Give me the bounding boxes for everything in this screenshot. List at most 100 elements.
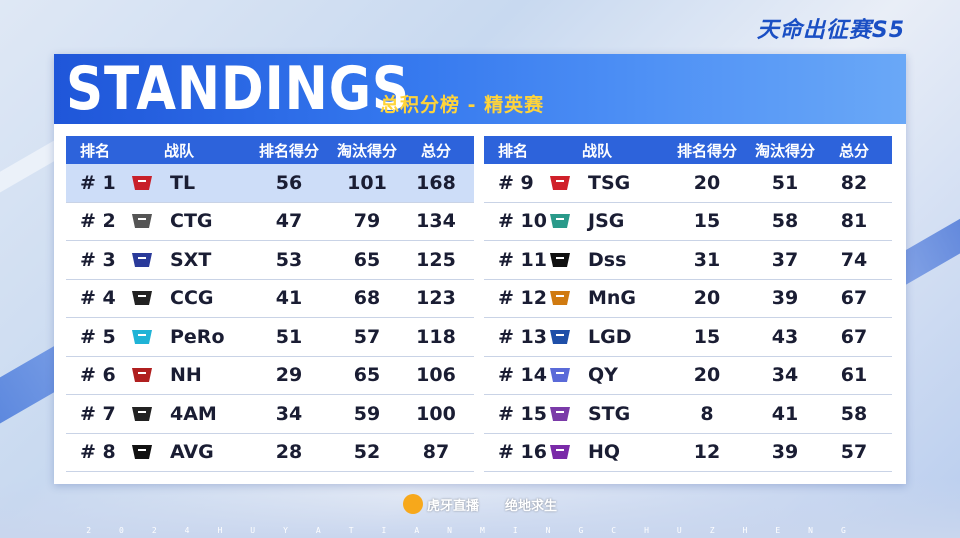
total-cell: 100: [416, 402, 456, 425]
team-cell: CCG: [170, 287, 214, 310]
pubg-logo: 绝地求生: [505, 498, 558, 514]
total-cell: 81: [840, 210, 868, 233]
team-cell: NH: [170, 364, 202, 387]
page-title: STANDINGS: [66, 54, 410, 124]
placement-cell: 53: [275, 248, 303, 271]
total-cell: 123: [416, 287, 456, 310]
pero-logo-icon: [128, 326, 156, 348]
placement-cell: 34: [275, 402, 303, 425]
placement-cell: 20: [693, 171, 721, 194]
avg-logo-icon: [128, 441, 156, 463]
table-row: # 3 SXT 53 65 125: [66, 241, 474, 280]
huya-icon: [402, 494, 423, 514]
team-cell: LGD: [588, 325, 632, 348]
total-cell: 106: [416, 364, 456, 387]
rank-cell: # 15: [498, 402, 547, 425]
elims-cell: 79: [353, 210, 381, 233]
total-cell: 67: [840, 325, 868, 348]
team-cell: 4AM: [170, 402, 217, 425]
elims-cell: 41: [771, 402, 799, 425]
total-cell: 61: [840, 364, 868, 387]
table-header: 排名 战队 排名得分 淘汰得分 总分: [484, 136, 892, 164]
table-row: # 16 HQ 12 39 57: [484, 434, 892, 472]
col-elims-header: 淘汰得分: [754, 141, 815, 160]
team-cell: Dss: [588, 248, 627, 271]
placement-cell: 47: [275, 210, 303, 233]
rank-cell: # 4: [80, 287, 116, 310]
col-placement-header: 排名得分: [258, 141, 319, 160]
col-team-header: 战队: [582, 141, 613, 160]
qy-logo-icon: [546, 364, 574, 386]
ctg-logo-icon: [128, 210, 156, 232]
placement-cell: 15: [693, 210, 721, 233]
rank-cell: # 3: [80, 248, 116, 271]
table-row: # 4 CCG 41 68 123: [66, 280, 474, 318]
placement-cell: 28: [275, 441, 303, 464]
placement-cell: 15: [693, 325, 721, 348]
page-subtitle: 总积分榜 - 精英赛: [380, 94, 545, 116]
rank-cell: # 16: [498, 441, 547, 464]
total-cell: 125: [416, 248, 456, 271]
elims-cell: 39: [771, 287, 799, 310]
team-cell: SXT: [170, 248, 212, 271]
table-row: # 12 MnG 20 39 67: [484, 280, 892, 318]
bg-decoration: [0, 478, 960, 538]
elims-cell: 43: [771, 325, 799, 348]
rank-cell: # 12: [498, 287, 547, 310]
rank-cell: # 8: [80, 441, 116, 464]
elims-cell: 52: [353, 441, 381, 464]
footer-ticker: 2024HUYATIANMINGCHUZHENG: [86, 526, 874, 535]
table-row: # 10 JSG 15 58 81: [484, 203, 892, 241]
rank-cell: # 5: [80, 325, 116, 348]
table-header: 排名 战队 排名得分 淘汰得分 总分: [66, 136, 474, 164]
col-placement-header: 排名得分: [676, 141, 737, 160]
team-cell: QY: [588, 364, 618, 387]
huya-logo: 虎牙直播: [402, 494, 479, 514]
placement-cell: 20: [693, 364, 721, 387]
tl-logo-icon: [128, 172, 156, 194]
table-row: # 15 STG 8 41 58: [484, 395, 892, 434]
hq-logo-icon: [546, 441, 574, 463]
total-cell: 118: [416, 325, 456, 348]
placement-cell: 12: [693, 441, 721, 464]
table-row: # 11 Dss 31 37 74: [484, 241, 892, 280]
table-row: # 6 NH 29 65 106: [66, 357, 474, 395]
sxt-logo-icon: [128, 249, 156, 271]
col-total-header: 总分: [420, 141, 451, 160]
table-row: # 9 TSG 20 51 82: [484, 164, 892, 203]
nh-logo-icon: [128, 364, 156, 386]
table-row: # 2 CTG 47 79 134: [66, 203, 474, 241]
elims-cell: 101: [347, 171, 387, 194]
rank-cell: # 2: [80, 210, 116, 233]
rank-cell: # 13: [498, 325, 547, 348]
total-cell: 67: [840, 287, 868, 310]
elims-cell: 65: [353, 248, 381, 271]
placement-cell: 31: [693, 248, 721, 271]
team-cell: AVG: [170, 441, 214, 464]
total-cell: 134: [416, 210, 456, 233]
table-row: # 8 AVG 28 52 87: [66, 434, 474, 472]
table-row: # 5 PeRo 51 57 118: [66, 318, 474, 357]
huya-label: 虎牙直播: [426, 498, 479, 514]
elims-cell: 57: [353, 325, 381, 348]
mng-logo-icon: [546, 287, 574, 309]
dss-logo-icon: [546, 249, 574, 271]
standings-table-right: 排名 战队 排名得分 淘汰得分 总分 # 9 TSG 20 51 82 # 10 JSG 15…: [484, 136, 892, 472]
team-cell: TL: [170, 171, 196, 194]
lgd-logo-icon: [546, 326, 574, 348]
tsg-logo-icon: [546, 172, 574, 194]
elims-cell: 37: [771, 248, 799, 271]
panel-header: STANDINGS 总积分榜 - 精英赛: [54, 54, 906, 124]
4am-logo-icon: [128, 403, 156, 425]
elims-cell: 39: [771, 441, 799, 464]
elims-cell: 51: [771, 171, 799, 194]
placement-cell: 51: [275, 325, 303, 348]
placement-cell: 56: [275, 171, 303, 194]
placement-cell: 20: [693, 287, 721, 310]
elims-cell: 58: [771, 210, 799, 233]
col-rank-header: 排名: [80, 141, 111, 160]
col-rank-header: 排名: [498, 141, 529, 160]
stg-logo-icon: [546, 403, 574, 425]
ccg-logo-icon: [128, 287, 156, 309]
total-cell: 87: [422, 441, 450, 464]
